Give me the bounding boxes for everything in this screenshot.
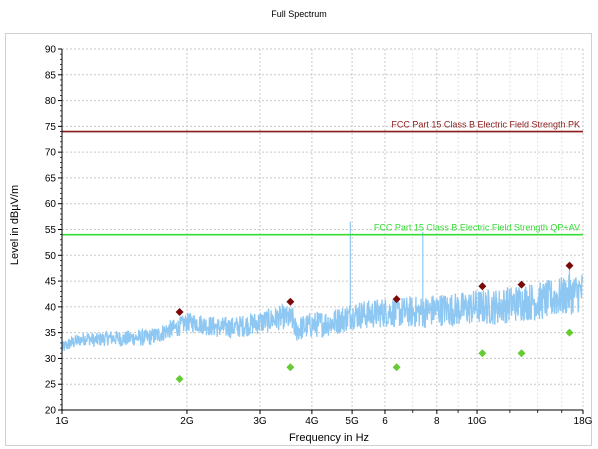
y-tick-label: 20 [45, 406, 57, 417]
limit-line-label: FCC Part 15 Class B Electric Field Stren… [391, 120, 580, 130]
y-tick-label: 55 [45, 225, 57, 236]
marker-peak [175, 308, 184, 317]
limit-lines: FCC Part 15 Class B Electric Field Stren… [62, 120, 583, 236]
marker-peak [392, 295, 401, 304]
x-tick-label: 5G [345, 416, 359, 427]
chart-frame [5, 33, 592, 446]
y-tick-label: 75 [45, 122, 57, 133]
y-tick-label: 85 [45, 70, 57, 81]
x-tick-label: 3G [253, 416, 267, 427]
x-tick-label: 4G [305, 416, 319, 427]
chart-title: Full Spectrum [271, 9, 327, 19]
y-axis-label: Level in dBµV/m [9, 185, 21, 265]
y-tick-label: 35 [45, 328, 57, 339]
grid [61, 48, 584, 411]
y-tick-label: 30 [45, 354, 57, 365]
marker-average [392, 363, 401, 372]
y-tick-label: 25 [45, 380, 57, 391]
x-axis-label: Frequency in Hz [289, 432, 369, 444]
y-tick-label: 65 [45, 173, 57, 184]
x-tick-label: 8 [434, 416, 440, 427]
x-tick-label: 6 [382, 416, 388, 427]
y-tick-label: 80 [45, 96, 57, 107]
markers [175, 261, 574, 384]
marker-average [517, 349, 526, 358]
marker-average [565, 328, 574, 337]
x-tick-label: 2G [180, 416, 194, 427]
marker-average [175, 375, 184, 384]
x-tick-label: 1G [55, 416, 69, 427]
marker-peak [478, 282, 487, 291]
y-tick-label: 50 [45, 251, 57, 262]
axes: 20 25 30 35 40 45 50 55 60 65 70 75 80 85 90 1G 2G 3G 4G 5G… [45, 45, 593, 428]
marker-peak [286, 297, 295, 306]
y-tick-label: 60 [45, 199, 57, 210]
limit-line-label: FCC Part 15 Class B Electric Field Stren… [374, 223, 580, 233]
y-tick-label: 40 [45, 302, 57, 313]
marker-average [478, 349, 487, 358]
marker-peak [565, 261, 574, 270]
x-tick-label: 18G [574, 416, 593, 427]
marker-peak [517, 280, 526, 289]
spectrum-line [61, 274, 584, 351]
spectrum-trace [61, 221, 584, 351]
y-tick-label: 90 [45, 45, 57, 56]
marker-average [286, 363, 295, 372]
y-tick-label: 70 [45, 148, 57, 159]
y-tick-label: 45 [45, 277, 57, 288]
x-tick-label: 10G [468, 416, 487, 427]
